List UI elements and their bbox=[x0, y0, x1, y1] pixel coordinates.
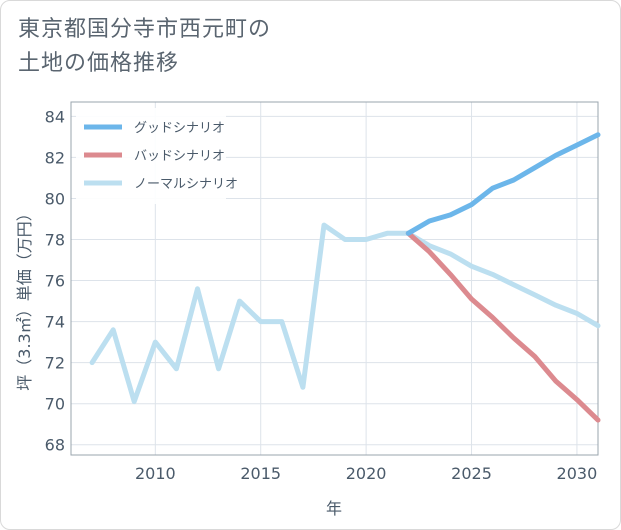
y-axis-label: 坪（3.3㎡）単価（万円） bbox=[15, 205, 34, 390]
chart-title: 東京都国分寺市西元町の 土地の価格推移 bbox=[18, 13, 271, 81]
legend-label: バッドシナリオ bbox=[134, 149, 225, 164]
x-tick-label: 2020 bbox=[346, 464, 387, 483]
y-tick-label: 68 bbox=[45, 436, 65, 455]
series-line-2 bbox=[405, 230, 601, 423]
plot-frame bbox=[70, 101, 599, 456]
title-line-1: 東京都国分寺市西元町の bbox=[18, 17, 272, 42]
legend-label: グッドシナリオ bbox=[134, 121, 225, 136]
x-tick-label: 2015 bbox=[240, 464, 281, 483]
y-tick-label: 84 bbox=[45, 107, 65, 126]
y-tick-label: 78 bbox=[45, 231, 65, 250]
y-tick-label: 74 bbox=[45, 313, 65, 332]
y-tick-label: 80 bbox=[45, 189, 65, 208]
tick-labels: 68 70 72 74 76 78 80 82 84 2010 2015 2020 2025 2030 bbox=[45, 107, 598, 483]
x-tick-label: 2010 bbox=[135, 464, 176, 483]
y-tick-label: 76 bbox=[45, 272, 65, 291]
x-axis-label: 年 bbox=[326, 499, 342, 518]
legend-label: ノーマルシナリオ bbox=[134, 177, 238, 192]
x-tick-label: 2030 bbox=[557, 464, 598, 483]
y-tick-label: 70 bbox=[45, 395, 65, 414]
series-line-3 bbox=[89, 222, 601, 405]
title-line-2: 土地の価格推移 bbox=[18, 51, 180, 76]
x-tick-label: 2025 bbox=[451, 464, 492, 483]
series-line-1 bbox=[405, 132, 601, 236]
y-tick-label: 82 bbox=[45, 148, 65, 167]
series-layer bbox=[89, 132, 601, 423]
y-tick-label: 72 bbox=[45, 354, 65, 373]
